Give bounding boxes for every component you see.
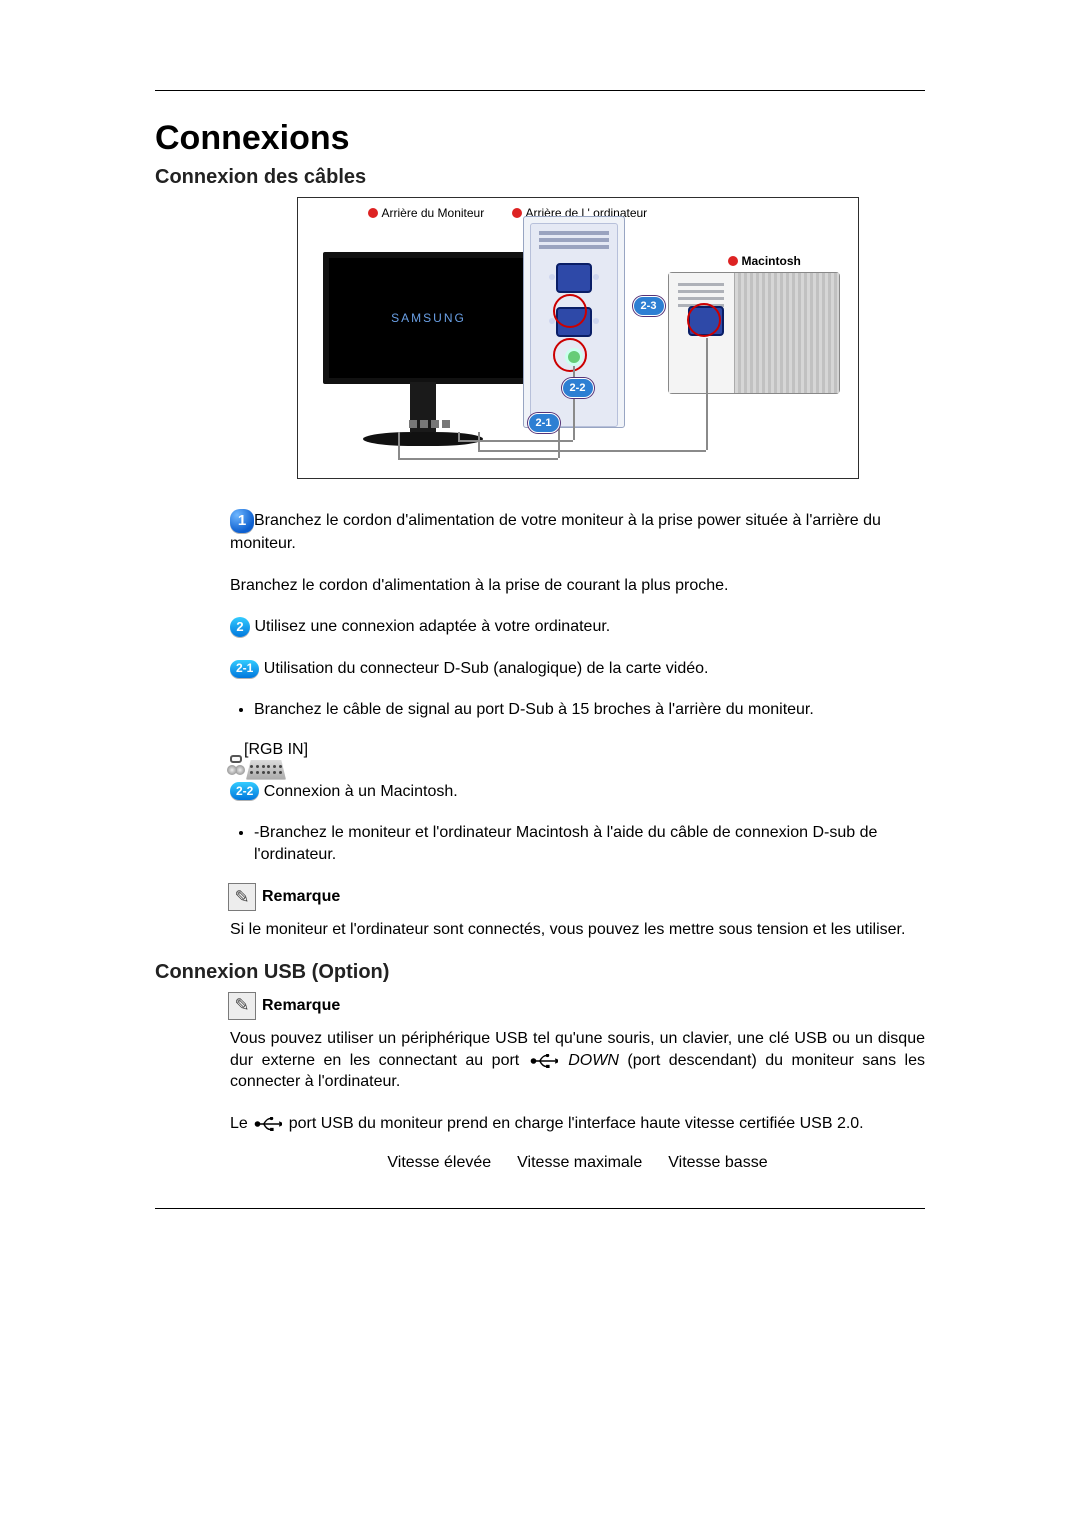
section-heading-usb: Connexion USB (Option): [155, 961, 925, 984]
step-2-1-text: 2-1 Utilisation du connecteur D-Sub (ana…: [230, 658, 925, 680]
highlight-ring: [553, 338, 587, 372]
note-row: ✎ Remarque: [228, 883, 925, 911]
label-macintosh: Macintosh: [728, 254, 801, 268]
table-col-header: Vitesse élevée: [387, 1154, 491, 1172]
table-col-header: Vitesse basse: [668, 1154, 767, 1172]
list-item: -Branchez le moniteur et l'ordinateur Ma…: [254, 822, 925, 865]
diagram-callout-2-3: 2-3: [633, 296, 665, 316]
step-1b-text: Branchez le cordon d'alimentation à la p…: [230, 575, 925, 597]
connection-diagram: Arrière du Moniteur Arrière de l ' ordin…: [297, 197, 859, 479]
vga-connector-icon: [556, 263, 592, 293]
text-frag: Le: [230, 1115, 252, 1132]
dot-red-icon: [368, 208, 378, 218]
step-2-2-bullets: -Branchez le moniteur et l'ordinateur Ma…: [230, 822, 925, 865]
monitor-illustration: SAMSUNG: [323, 252, 523, 446]
note-icon: ✎: [228, 883, 256, 911]
note-2-body: Vous pouvez utiliser un périphérique USB…: [230, 1028, 925, 1093]
monitor-screen: SAMSUNG: [323, 252, 535, 384]
dot-red-icon: [728, 256, 738, 266]
label-text: Macintosh: [742, 254, 801, 268]
step-2-1-body: Utilisation du connecteur D-Sub (analogi…: [259, 660, 708, 677]
badge-1-icon: 1: [230, 509, 254, 533]
badge-2-1-icon: 2-1: [230, 660, 259, 678]
step-2-text: 2 Utilisez une connexion adaptée à votre…: [230, 616, 925, 638]
note-row: ✎ Remarque: [228, 992, 925, 1020]
note-2-body-c: Le port USB du moniteur prend en charge …: [230, 1113, 925, 1135]
note-label: Remarque: [262, 888, 340, 906]
list-item: Branchez le câble de signal au port D-Su…: [254, 699, 925, 721]
rule-top: [155, 90, 925, 91]
down-word: DOWN: [568, 1052, 627, 1069]
usb-speed-table-header: Vitesse élevée Vitesse maximale Vitesse …: [230, 1154, 925, 1172]
badge-2-2-icon: 2-2: [230, 782, 259, 800]
usb-icon: [530, 1053, 558, 1067]
step-1a: Branchez le cordon d'alimentation de vot…: [230, 512, 881, 552]
step-1-text: 1Branchez le cordon d'alimentation de vo…: [230, 509, 925, 555]
text-frag: port USB du moniteur prend en charge l'i…: [289, 1115, 864, 1132]
table-col-header: Vitesse maximale: [517, 1154, 642, 1172]
rgb-in-label: [RGB IN]: [244, 741, 308, 758]
highlight-ring: [553, 294, 587, 328]
step-2-2-text: 2-2 Connexion à un Macintosh.: [230, 781, 925, 803]
label-text: Arrière du Moniteur: [382, 206, 485, 220]
highlight-ring: [687, 303, 721, 337]
usb-icon: [254, 1116, 282, 1130]
dsub-port-icon: [230, 755, 242, 763]
step-2-body: Utilisez une connexion adaptée à votre o…: [250, 618, 610, 635]
step-2-1-bullets: Branchez le câble de signal au port D-Su…: [230, 699, 925, 721]
page-title: Connexions: [155, 119, 925, 158]
note-1-body: Si le moniteur et l'ordinateur sont conn…: [230, 919, 925, 941]
label-monitor-back: Arrière du Moniteur: [368, 206, 485, 220]
diagram-callout-2-1: 2-1: [528, 413, 560, 433]
note-label: Remarque: [262, 997, 340, 1015]
rule-bottom: [155, 1208, 925, 1209]
note-icon: ✎: [228, 992, 256, 1020]
dot-red-icon: [512, 208, 522, 218]
diagram-callout-2-2: 2-2: [562, 378, 594, 398]
section-heading-cables: Connexion des câbles: [155, 166, 925, 189]
badge-2-icon: 2: [230, 617, 250, 637]
step-2-2-body: Connexion à un Macintosh.: [259, 783, 457, 800]
rgb-in-row: [RGB IN]: [230, 739, 925, 761]
